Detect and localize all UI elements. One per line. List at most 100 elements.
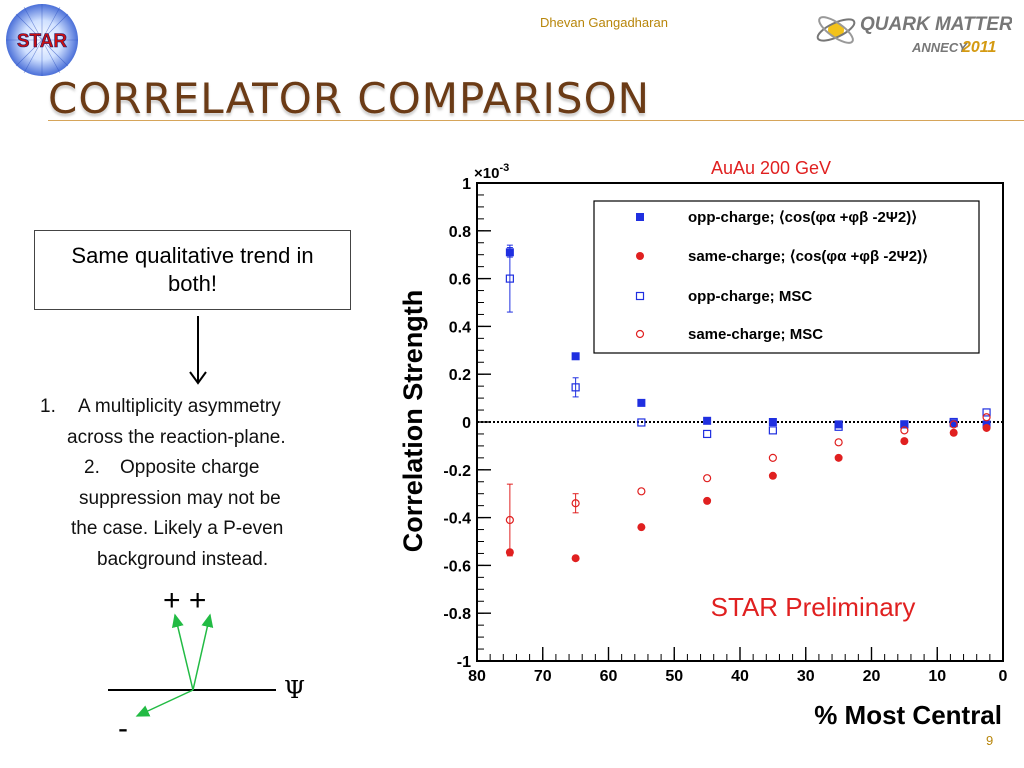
point-2-line-1: Opposite charge	[120, 457, 260, 478]
y-tick-label: -1	[457, 654, 471, 671]
correlation-chart: 1 0.8 0.6 0.4 0.2 0 -0.2 -0.4 -0.6 -0.8 -180 70 60 50…	[398, 158, 1008, 730]
legend-marker-3	[635, 291, 645, 301]
x-tick-label: 50	[665, 668, 683, 685]
plus-plus-label: + +	[163, 584, 206, 617]
legend-label-1: opp-charge; ⟨cos(φα +φβ -2Ψ2)⟩	[688, 209, 917, 226]
y-tick-label: -0.8	[443, 606, 471, 623]
legend-label-4: same-charge; MSC	[688, 326, 823, 343]
reaction-plane-diagram: + + Ψ -	[108, 584, 305, 745]
x-tick-label: 70	[534, 668, 552, 685]
series-3-point	[900, 420, 909, 429]
atom-icon	[816, 16, 856, 44]
axis-multiplier: ×10-3	[474, 162, 509, 182]
series-2-point	[949, 428, 958, 437]
legend-marker-2	[636, 252, 644, 260]
legend-marker-1	[636, 213, 644, 221]
series-4-point	[505, 515, 514, 525]
y-tick-label: 0	[462, 415, 471, 432]
series-2-point	[703, 496, 712, 505]
callout-text: Same qualitative trend in both!	[71, 243, 314, 296]
presenter-name: Dhevan Gangadharan	[540, 15, 668, 30]
svg-text:ANNECY: ANNECY	[911, 40, 968, 55]
legend: opp-charge; ⟨cos(φα +φβ -2Ψ2)⟩ same-charg…	[635, 209, 928, 343]
x-tick-label: 10	[928, 668, 946, 685]
series-2-point	[834, 453, 843, 462]
y-tick-label: 0.6	[449, 272, 471, 289]
series-4-point	[571, 499, 580, 508]
legend-box	[593, 200, 980, 354]
point-2-number: 2.	[84, 457, 100, 478]
series-1-point	[834, 420, 843, 429]
series-3-point	[982, 408, 991, 417]
series-1-point	[949, 419, 958, 428]
point-1-number: 1.	[40, 396, 56, 417]
star-logo-text: STAR	[17, 31, 68, 52]
series-2-point	[637, 523, 646, 532]
series-1-point	[703, 416, 712, 425]
series-3-point	[834, 422, 843, 431]
series-4-point	[703, 474, 712, 483]
legend-label-2: same-charge; ⟨cos(φα +φβ -2Ψ2)⟩	[688, 248, 928, 265]
green-arrow-2	[192, 613, 214, 691]
y-tick-label: -0.2	[443, 463, 471, 480]
x-tick-label: 80	[468, 668, 486, 685]
chart-grid-ticks: 1 0.8 0.6 0.4 0.2 0 -0.2 -0.4 -0.6 -0.8 -180 70 60 50…	[443, 176, 1007, 685]
y-tick-label: 1	[462, 176, 471, 193]
point-2-line-3: the case. Likely a P-even	[71, 518, 284, 539]
series-2-point	[571, 554, 580, 563]
series-3-point	[637, 418, 646, 427]
series-4-point	[637, 487, 646, 496]
minus-label: -	[118, 712, 128, 745]
series-4-point	[982, 413, 991, 422]
data-markers	[505, 248, 991, 563]
x-axis-label: % Most Central	[814, 700, 1002, 730]
series-3-point	[703, 429, 712, 439]
y-tick-label: -0.4	[443, 511, 471, 528]
star-preliminary-annotation: STAR Preliminary	[711, 592, 916, 622]
psi-label: Ψ	[284, 676, 305, 704]
series-1-point	[900, 420, 909, 429]
series-3-point	[949, 417, 958, 427]
green-arrow-3	[135, 689, 194, 717]
star-logo: STAR	[6, 4, 78, 76]
point-1-line-2: across the reaction-plane.	[67, 427, 286, 448]
chart-title: AuAu 200 GeV	[711, 158, 831, 178]
series-2-point	[900, 437, 909, 446]
series-1-point	[505, 248, 514, 257]
y-tick-label: -0.6	[443, 558, 471, 575]
series-3-point	[505, 274, 514, 283]
series-3-point	[768, 426, 777, 435]
series-4-point	[834, 438, 843, 447]
x-tick-label: 40	[731, 668, 749, 685]
down-arrow-icon	[189, 316, 207, 385]
x-tick-label: 30	[797, 668, 815, 685]
svg-text:2011: 2011	[961, 39, 997, 56]
error-bars	[506, 244, 579, 557]
x-tick-label: 20	[863, 668, 881, 685]
series-1-point	[768, 418, 777, 426]
series-4-point	[768, 453, 777, 462]
point-2-line-4: background instead.	[97, 549, 269, 570]
svg-text:QUARK MATTER: QUARK MATTER	[860, 14, 1012, 35]
series-2-point	[982, 423, 991, 432]
y-tick-label: 0.2	[449, 367, 471, 384]
title-divider	[48, 120, 1024, 121]
legend-label-3: opp-charge; MSC	[688, 288, 812, 305]
callout-box: Same qualitative trend in both!	[34, 230, 351, 310]
series-3-point	[571, 383, 580, 392]
series-1-point	[637, 398, 646, 407]
point-1-line-1: A multiplicity asymmetry	[78, 396, 281, 417]
y-tick-label: 0.4	[449, 319, 471, 336]
quark-matter-logo: QUARK MATTER ANNECY 2011	[816, 14, 1012, 56]
point-2-line-2: suppression may not be	[79, 488, 281, 509]
legend-marker-4	[635, 329, 645, 339]
series-1-point	[571, 352, 580, 361]
y-axis-label: Correlation Strength	[398, 290, 428, 553]
slide-title: CORRELATOR COMPARISON	[48, 74, 651, 123]
series-4-point	[900, 426, 909, 435]
series-2-point	[505, 548, 514, 557]
x-tick-label: 60	[600, 668, 618, 685]
x-tick-label: 0	[999, 668, 1008, 685]
slide-number: 9	[986, 733, 994, 748]
y-tick-label: 0.8	[449, 224, 471, 241]
